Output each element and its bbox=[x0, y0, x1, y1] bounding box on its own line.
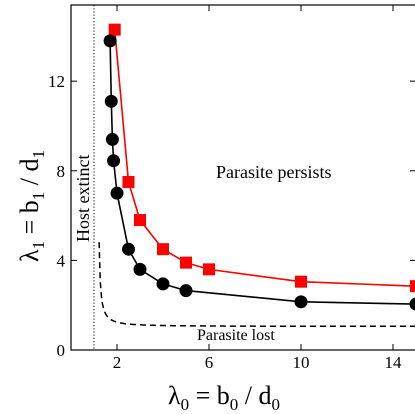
series-1-point-9 bbox=[294, 295, 308, 309]
y-axis-over-d: / d bbox=[15, 158, 44, 191]
x-axis-sub-lambda: 0 bbox=[181, 395, 190, 414]
series-1-point-3 bbox=[107, 154, 121, 168]
x-axis-eq-b: = b bbox=[189, 381, 230, 410]
x-tick-label-6: 6 bbox=[205, 353, 214, 372]
parasite-lost-dashed-curve bbox=[98, 242, 415, 328]
series-0-point-2 bbox=[134, 214, 146, 227]
y-tick-label-8: 8 bbox=[57, 162, 66, 181]
series-1-point-7 bbox=[156, 277, 170, 291]
x-tick-label-2: 2 bbox=[113, 353, 122, 372]
series-0-point-7 bbox=[410, 280, 415, 293]
series-1-point-6 bbox=[133, 262, 147, 276]
y-axis-lambda: λ bbox=[15, 249, 44, 262]
series-1-point-5 bbox=[122, 242, 135, 256]
series-1-point-2 bbox=[105, 132, 119, 146]
y-axis-sub-d: 1 bbox=[29, 150, 48, 159]
series-1-point-0 bbox=[103, 34, 117, 48]
series-0-point-3 bbox=[157, 243, 169, 256]
series-0-point-5 bbox=[203, 263, 215, 276]
x-axis-over-d: / d bbox=[238, 381, 271, 410]
annotation-host-extinct: Host extinct bbox=[73, 155, 93, 243]
series-1-point-1 bbox=[104, 94, 118, 108]
y-tick-label-0: 0 bbox=[57, 341, 66, 360]
series-0-point-4 bbox=[180, 256, 192, 269]
series-1-point-8 bbox=[179, 284, 193, 298]
annotation-parasite-lost: Parasite lost bbox=[197, 327, 275, 344]
x-tick-label-10: 10 bbox=[293, 353, 310, 372]
x-tick-label-14: 14 bbox=[385, 353, 403, 372]
plot-frame bbox=[70, 4, 415, 351]
y-axis-sub-lambda: 1 bbox=[29, 241, 48, 250]
series-0-point-0 bbox=[108, 23, 121, 36]
x-axis-sub-d: 0 bbox=[272, 395, 281, 414]
x-axis-lambda: λ bbox=[168, 381, 181, 410]
series-0-point-1 bbox=[122, 175, 135, 188]
annotation-parasite-persists: Parasite persists bbox=[216, 162, 331, 182]
series-0-line bbox=[113, 29, 415, 287]
x-axis-title: λ0 = b0 / d0 bbox=[168, 381, 280, 414]
series-0-point-6 bbox=[295, 275, 307, 288]
y-axis-eq-b: = b bbox=[15, 200, 44, 241]
x-axis-sub-b: 0 bbox=[230, 395, 239, 414]
series-1-point-10 bbox=[409, 297, 415, 311]
series-1-point-4 bbox=[110, 186, 124, 200]
y-tick-label-12: 12 bbox=[48, 72, 65, 91]
y-axis-title: λ1 = b1 / d1 bbox=[15, 150, 48, 262]
y-tick-label-4: 4 bbox=[57, 251, 66, 270]
y-axis-sub-b: 1 bbox=[29, 192, 48, 201]
